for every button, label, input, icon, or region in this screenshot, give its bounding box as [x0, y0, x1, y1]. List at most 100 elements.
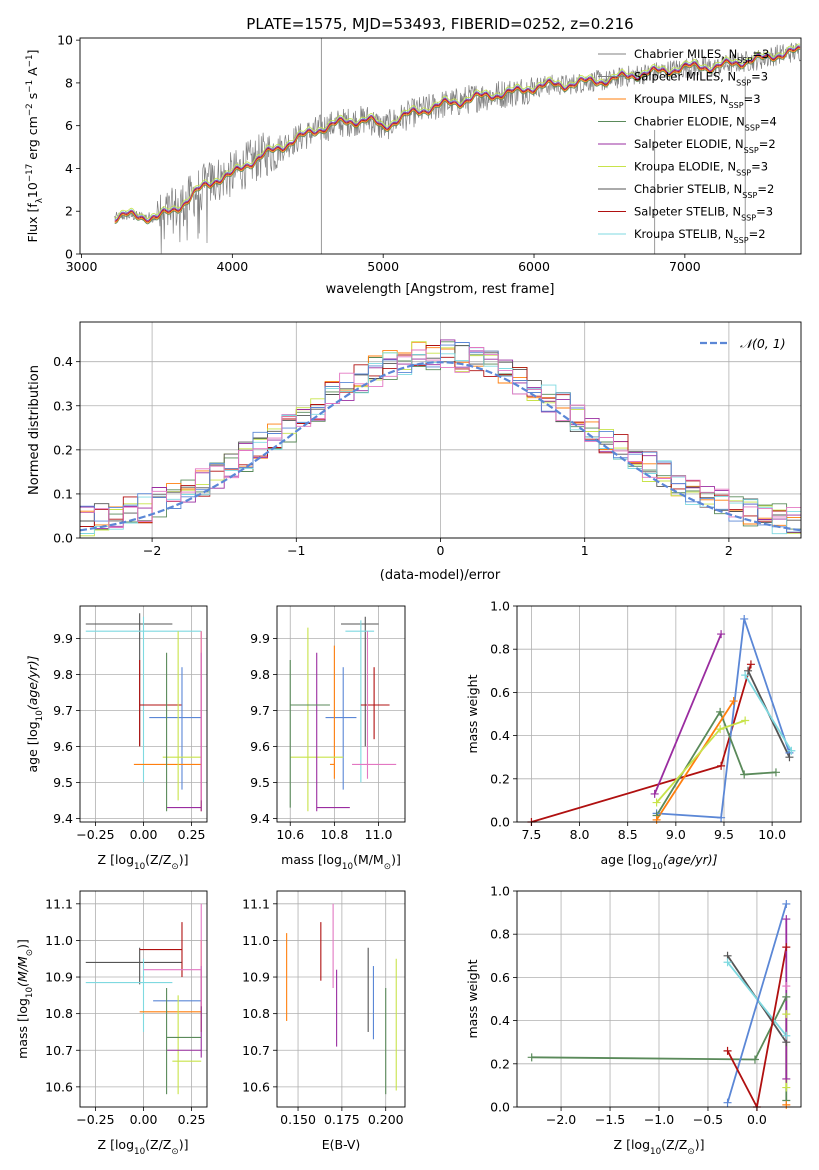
- label-part: 10: [25, 987, 35, 998]
- label-part: =3: [752, 47, 769, 61]
- label-part: 10: [25, 182, 40, 198]
- y-tick-label: 9.6: [250, 739, 270, 754]
- legend-entry: Chabrier STELIB, NSSP=2: [634, 182, 774, 200]
- x-tick-label: 0.00: [130, 827, 158, 842]
- x-tick-label: 0.25: [178, 827, 206, 842]
- label-part: )]: [695, 1137, 705, 1152]
- label-part: Salpeter STELIB, N: [634, 205, 741, 219]
- y-tick-label: 9.9: [250, 631, 270, 646]
- label-part: SSP: [736, 168, 751, 177]
- y-tick-label: 11.0: [45, 933, 73, 948]
- weight-point-marker: [782, 1100, 791, 1109]
- weight-point-marker: [729, 697, 738, 706]
- y-tick-label: 0.2: [53, 442, 73, 457]
- x-tick-label: 0.00: [130, 1112, 158, 1127]
- label-part: SSP: [729, 101, 744, 110]
- x-tick-label: 10.8: [320, 827, 348, 842]
- y-tick-label: 4: [65, 161, 73, 176]
- axes-frame: [276, 890, 406, 1108]
- y-tick-label: 9.5: [250, 775, 270, 790]
- weight-point-marker: [652, 815, 661, 824]
- y-tick-label: 9.7: [53, 703, 73, 718]
- x-tick-label: 9.5: [714, 827, 734, 842]
- label-part: (Z/Z: [145, 1137, 171, 1152]
- legend-entry: Kroupa STELIB, NSSP=2: [634, 227, 766, 245]
- y-tick-label: 0.0: [490, 815, 510, 830]
- y-tick-label: 9.4: [53, 811, 73, 826]
- legend-entry: Kroupa MILES, NSSP=3: [634, 92, 761, 110]
- label-part: 10: [134, 1147, 145, 1157]
- label-part: mass [log: [15, 998, 30, 1059]
- y-tick-label: 0.6: [490, 685, 510, 700]
- y-tick-label: 9.9: [53, 631, 73, 646]
- weight-point-marker: [787, 746, 796, 755]
- x-tick-label: 0.25: [178, 1112, 206, 1127]
- y-tick-label: 11.0: [242, 933, 270, 948]
- y-tick-label: 2: [65, 204, 73, 219]
- y-axis-label: mass [log10(M/M⊙)]: [15, 939, 35, 1059]
- label-part: Kroupa ELODIE, N: [634, 160, 736, 174]
- y-tick-label: 11.1: [45, 896, 73, 911]
- label-part: Z [log: [98, 1137, 134, 1152]
- y-tick-label: 10.7: [242, 1043, 270, 1058]
- x-tick-label: 1: [581, 543, 589, 558]
- x-axis-label: age [log10(age/yr)]: [600, 852, 717, 872]
- x-tick-label: 10.0: [758, 827, 786, 842]
- mass-vs-ebv-panel: 0.150 0.175 0.200 10.6 10.7 10.8 10.9 11.0 11.1 E…: [242, 890, 406, 1152]
- plot-area: [114, 38, 801, 254]
- label-part: =2: [757, 182, 774, 196]
- x-tick-label: 3000: [66, 259, 98, 274]
- label-part: )]: [179, 852, 189, 867]
- label-part: Salpeter ELODIE, N: [634, 137, 744, 151]
- weight-point-marker: [716, 725, 725, 734]
- weight-point-marker: [723, 958, 732, 967]
- y-tick-label: 10.6: [45, 1079, 73, 1094]
- weight-series-line: [655, 709, 777, 816]
- weight-point-marker: [717, 761, 726, 770]
- x-tick-label: −0.5: [693, 1112, 723, 1127]
- label-part: Chabrier MILES, N: [634, 47, 737, 61]
- x-tick-label: 5000: [367, 259, 399, 274]
- label-part: )]: [391, 852, 401, 867]
- x-tick-label: 8.0: [570, 827, 590, 842]
- x-tick-label: −2.0: [546, 1112, 576, 1127]
- y-tick-label: 10.9: [45, 970, 73, 985]
- weight-series-line: [744, 674, 793, 752]
- label-part: (age/yr)]: [663, 852, 718, 867]
- legend-entry: Chabrier MILES, NSSP=3: [634, 47, 769, 65]
- weight-point-marker: [782, 1031, 791, 1040]
- weight-point-marker: [741, 671, 750, 680]
- plot-area: [289, 616, 397, 812]
- plot-background: [517, 606, 801, 822]
- y-tick-label: 1.0: [490, 599, 510, 614]
- x-tick-label: 10.6: [276, 827, 304, 842]
- label-part: mass [log: [281, 852, 342, 867]
- weight-point-marker: [782, 992, 791, 1001]
- label-part: Flux [f: [25, 203, 40, 243]
- label-part: λ: [35, 198, 45, 203]
- y-tick-label: 0.0: [53, 531, 73, 546]
- weight-series-line: [653, 633, 722, 795]
- label-part: =2: [749, 227, 766, 241]
- legend-entry: Salpeter MILES, NSSP=3: [634, 70, 768, 88]
- label-part: Kroupa STELIB, N: [634, 227, 734, 241]
- weight-series-line: [726, 947, 788, 1107]
- weight-point-marker: [652, 798, 661, 807]
- label-part: SSP: [742, 191, 757, 200]
- plot-area: [80, 339, 801, 537]
- label-part: (age/yr)]: [25, 655, 40, 710]
- y-tick-label: 0.6: [490, 970, 510, 985]
- label-part: ⊙: [25, 949, 35, 956]
- x-tick-label: −1: [287, 543, 305, 558]
- weight-series-line: [726, 961, 788, 1037]
- y-tick-label: 0.4: [490, 728, 510, 743]
- label-part: 10: [134, 862, 145, 872]
- y-tick-label: 0.8: [490, 642, 510, 657]
- model-spectrum: [114, 43, 801, 220]
- weight-vs-z-panel: −2.0 −1.5 −1.0 −0.5 0.0 0.0 0.2 0.4 0.6 0.8 1.0 Z […: [465, 884, 802, 1157]
- label-part: Z [log: [614, 1137, 650, 1152]
- label-part: ]: [25, 50, 40, 55]
- label-part: SSP: [745, 123, 760, 132]
- x-tick-label: 0.150: [280, 1112, 316, 1127]
